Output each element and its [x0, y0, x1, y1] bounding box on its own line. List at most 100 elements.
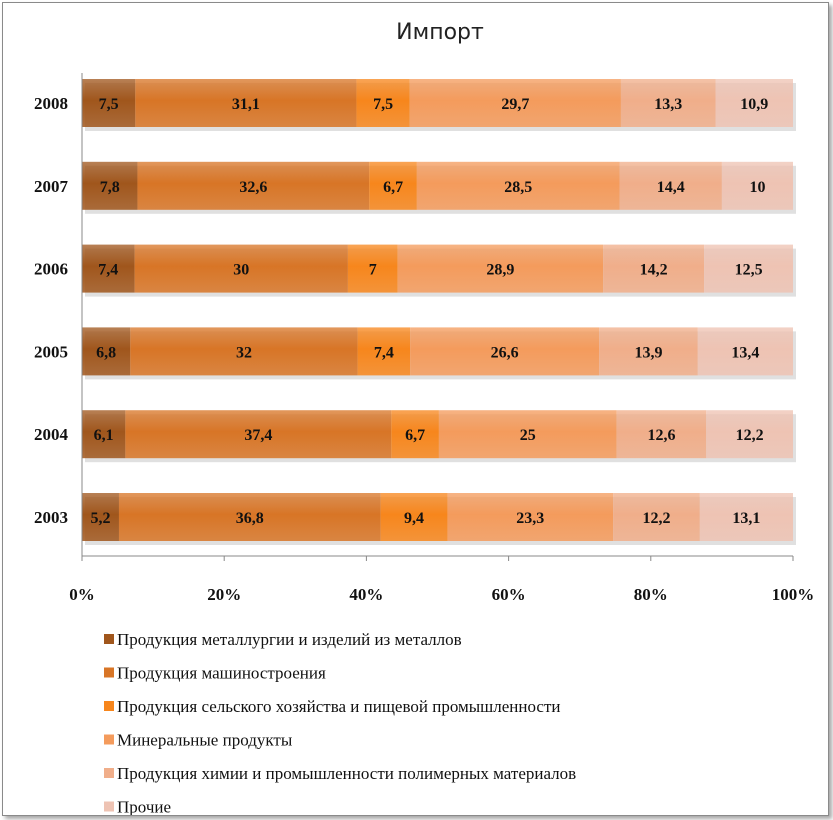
- bar-segment-2003-s2: [118, 493, 381, 541]
- legend-label-2: Продукция машиностроения: [117, 664, 326, 683]
- legend: Продукция металлургии и изделий из метал…: [104, 630, 576, 815]
- bar-segment-2008-s1: [82, 79, 136, 127]
- chart-svg: Импорт 2008 7,5 31,1 7,5 29,7 13,3 10,9 2007 7,8…: [34, 20, 814, 815]
- category-label-2007: 2007: [34, 177, 69, 196]
- bar-segment-2005-s6: [697, 327, 793, 376]
- x-tick-label-4: 80%: [634, 585, 668, 604]
- bar-segment-2004-s4: [438, 410, 617, 459]
- axis-layer: 0% 20% 40% 60% 80% 100%: [69, 73, 814, 604]
- data-label-2004-s5: 12,6: [647, 427, 675, 444]
- data-label-2006-s2: 30: [233, 262, 249, 279]
- bar-segment-2004-s3: [391, 410, 439, 459]
- data-label-2003-s2: 36,8: [236, 510, 264, 527]
- bars-layer: 2008 7,5 31,1 7,5 29,7 13,3 10,9 2007 7,8 32,6 6,7…: [34, 79, 796, 545]
- data-label-2008-s1: 7,5: [99, 96, 119, 113]
- bar-segment-2006-s5: [603, 244, 705, 293]
- legend-swatch-5: [104, 768, 114, 778]
- data-label-2003-s3: 9,4: [404, 510, 424, 527]
- x-tick-label-2: 40%: [349, 585, 383, 604]
- data-label-2003-s1: 5,2: [90, 510, 110, 527]
- x-tick-label-1: 20%: [207, 585, 241, 604]
- data-label-2006-s6: 12,5: [735, 262, 763, 279]
- chart-title: Импорт: [396, 20, 484, 45]
- data-label-2006-s4: 28,9: [486, 262, 514, 279]
- bar-segment-2005-s5: [599, 327, 698, 376]
- bar-segment-2006-s4: [397, 244, 604, 293]
- data-label-2008-s4: 29,7: [501, 96, 529, 113]
- data-label-2005-s4: 26,6: [491, 344, 519, 361]
- legend-swatch-1: [104, 634, 114, 644]
- bar-segment-2007-s3: [369, 161, 417, 210]
- data-label-2007-s3: 6,7: [383, 179, 403, 196]
- bar-segment-2008-s2: [135, 79, 357, 127]
- category-label-2003: 2003: [34, 508, 68, 527]
- bar-segment-2008-s3: [356, 79, 410, 127]
- bar-segment-2006-s1: [82, 244, 135, 293]
- bar-segment-2004-s2: [125, 410, 392, 459]
- bar-segment-2006-s3: [347, 244, 398, 293]
- category-label-2004: 2004: [34, 425, 69, 444]
- bar-segment-2005-s3: [357, 327, 411, 376]
- legend-swatch-6: [104, 801, 114, 812]
- data-label-2004-s4: 25: [520, 427, 536, 444]
- bar-segment-2005-s4: [410, 327, 600, 376]
- data-label-2003-s5: 12,2: [642, 510, 670, 527]
- data-label-2007-s6: 10: [749, 179, 765, 196]
- data-label-2003-s6: 13,1: [732, 510, 760, 527]
- data-label-2004-s1: 6,1: [94, 427, 114, 444]
- legend-label-3: Продукция сельского хозяйства и пищевой …: [117, 697, 561, 716]
- bar-segment-2004-s1: [82, 410, 126, 459]
- bar-segment-2003-s1: [82, 493, 119, 541]
- data-label-2007-s5: 14,4: [657, 179, 685, 196]
- category-label-2005: 2005: [34, 342, 68, 361]
- bar-segment-2008-s6: [715, 79, 793, 127]
- data-label-2004-s3: 6,7: [405, 427, 425, 444]
- data-label-2008-s2: 31,1: [232, 96, 260, 113]
- data-label-2003-s4: 23,3: [516, 510, 544, 527]
- data-label-2007-s2: 32,6: [239, 179, 267, 196]
- bar-segment-2007-s1: [82, 161, 138, 210]
- data-label-2005-s3: 7,4: [374, 344, 394, 361]
- bar-segment-2006-s6: [704, 244, 793, 293]
- data-label-2006-s5: 14,2: [640, 262, 668, 279]
- data-label-2006-s3: 7: [369, 262, 377, 279]
- legend-swatch-4: [104, 734, 114, 745]
- bar-segment-2003-s5: [613, 493, 700, 541]
- data-label-2008-s3: 7,5: [373, 96, 393, 113]
- legend-label-6: Прочие: [117, 798, 171, 816]
- data-label-2005-s5: 13,9: [634, 344, 662, 361]
- bar-segment-2003-s3: [380, 493, 448, 541]
- bar-segment-2004-s6: [706, 410, 793, 459]
- bar-segment-2003-s4: [447, 493, 614, 541]
- data-label-2007-s4: 28,5: [504, 179, 532, 196]
- bar-segment-2007-s2: [137, 161, 370, 210]
- data-label-2005-s6: 13,4: [731, 344, 759, 361]
- bar-segment-2006-s2: [134, 244, 348, 293]
- data-label-2005-s1: 6,8: [96, 344, 116, 361]
- x-tick-label-3: 60%: [492, 585, 526, 604]
- legend-label-4: Минеральные продукты: [117, 731, 293, 750]
- category-label-2006: 2006: [34, 260, 68, 279]
- bar-segment-2005-s1: [82, 327, 131, 376]
- bar-segment-2003-s6: [699, 493, 793, 541]
- bar-segment-2007-s6: [721, 161, 793, 210]
- legend-swatch-2: [104, 667, 114, 678]
- data-label-2008-s6: 10,9: [740, 96, 768, 113]
- data-label-2006-s1: 7,4: [98, 262, 118, 279]
- bar-segment-2008-s5: [620, 79, 716, 127]
- data-label-2007-s1: 7,8: [100, 179, 120, 196]
- data-label-2004-s6: 12,2: [736, 427, 764, 444]
- data-label-2008-s5: 13,3: [654, 96, 682, 113]
- bar-segment-2004-s5: [616, 410, 707, 459]
- x-tick-label-5: 100%: [772, 585, 815, 604]
- legend-label-1: Продукция металлургии и изделий из метал…: [117, 630, 462, 649]
- data-label-2004-s2: 37,4: [244, 427, 272, 444]
- x-tick-label-0: 0%: [69, 585, 95, 604]
- bar-segment-2007-s5: [619, 161, 722, 210]
- bar-segment-2008-s4: [409, 79, 621, 127]
- data-label-2005-s2: 32: [236, 344, 252, 361]
- bar-segment-2005-s2: [130, 327, 358, 376]
- legend-label-5: Продукция химии и промышленности полимер…: [117, 764, 576, 783]
- bar-segment-2007-s4: [416, 161, 620, 210]
